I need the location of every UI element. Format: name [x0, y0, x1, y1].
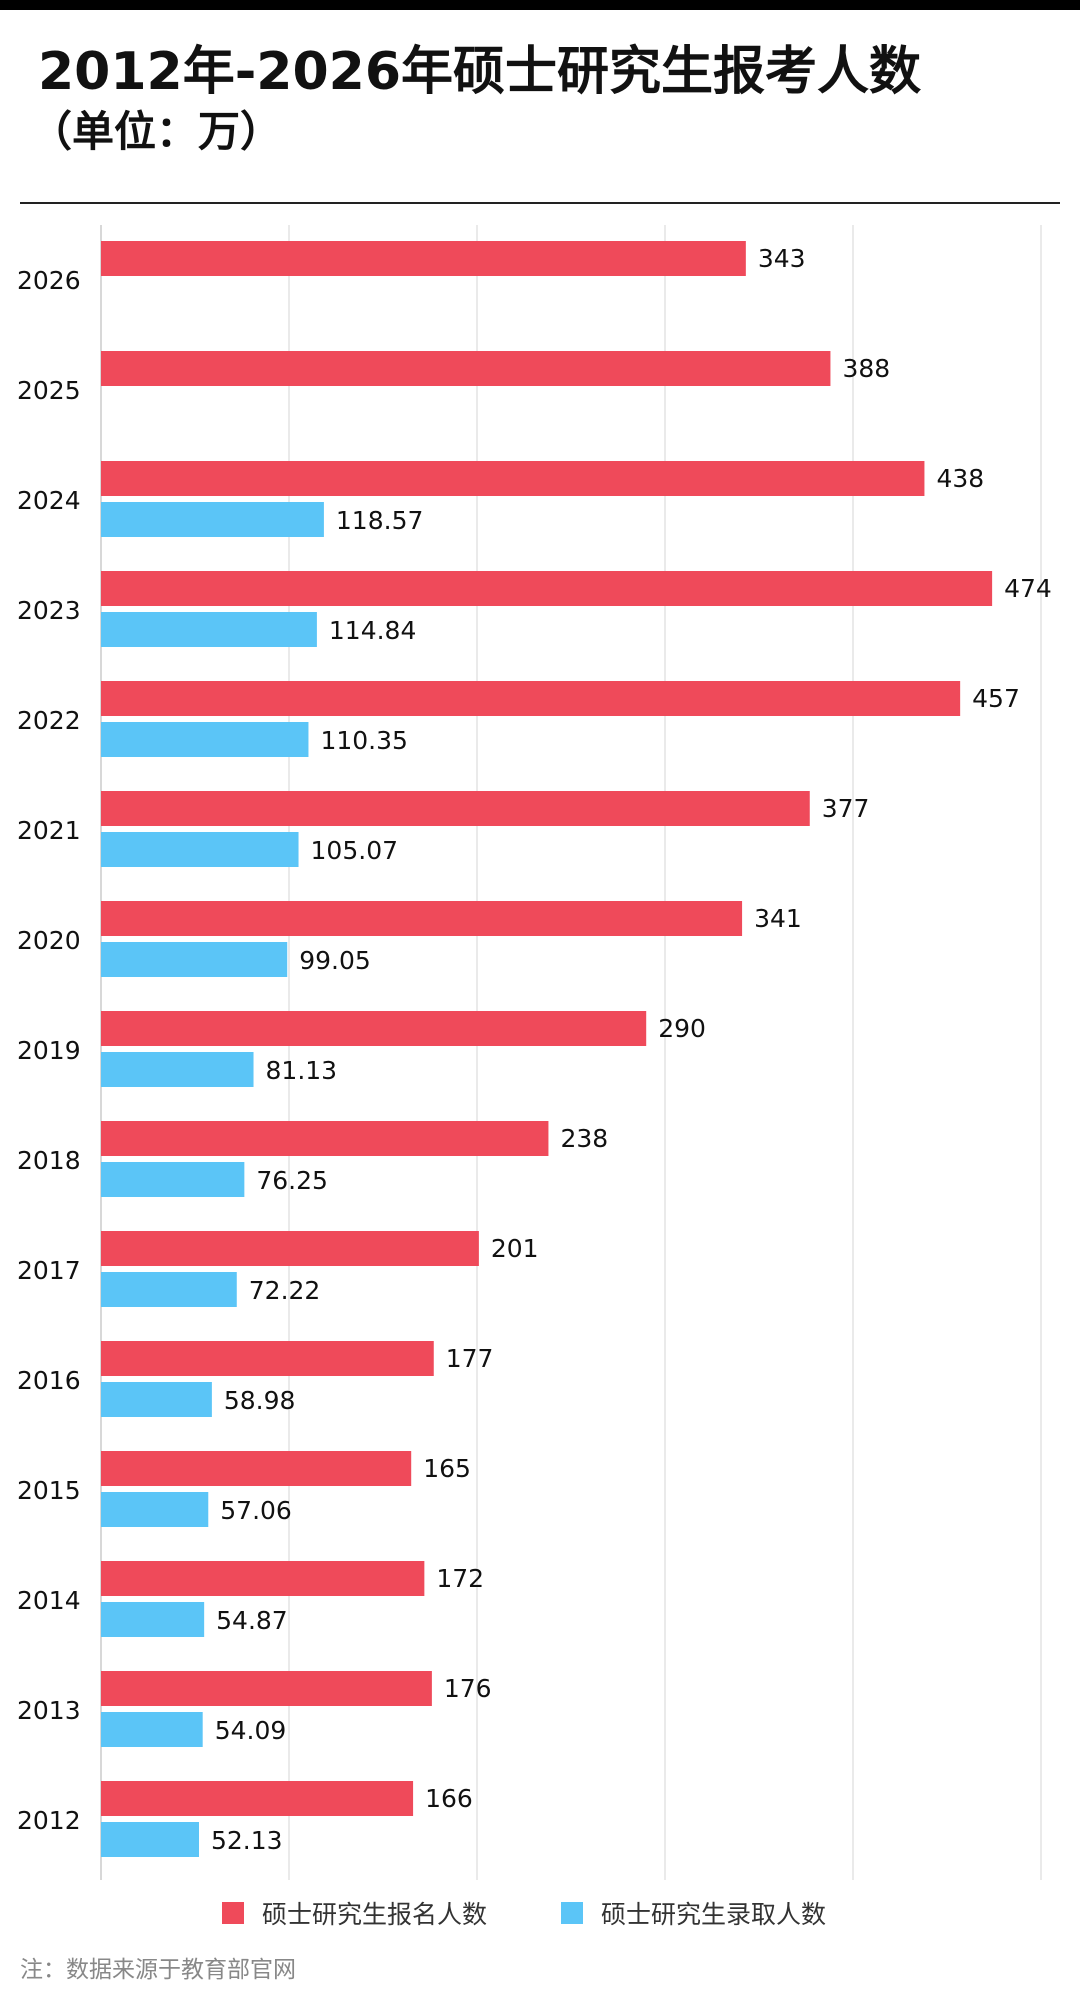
data-label-applicants: 172 [436, 1564, 484, 1593]
data-label-applicants: 438 [936, 464, 984, 493]
data-label-admitted: 58.98 [224, 1386, 296, 1415]
data-label-applicants: 290 [658, 1014, 706, 1043]
y-tick-label: 2019 [17, 1036, 81, 1065]
bar-applicants [101, 1561, 425, 1596]
y-tick-label: 2012 [17, 1806, 81, 1835]
data-label-applicants: 457 [972, 684, 1020, 713]
bar-admitted [101, 502, 324, 537]
chart-legend: 硕士研究生报名人数 硕士研究生录取人数 [222, 1895, 900, 1931]
chart-title: 2012年-2026年硕士研究生报考人数 [38, 42, 922, 102]
bar-applicants [101, 791, 810, 826]
data-label-applicants: 377 [822, 794, 870, 823]
y-tick-label: 2014 [17, 1586, 81, 1615]
bar-admitted [101, 832, 299, 867]
data-label-admitted: 105.07 [311, 836, 398, 865]
bar-applicants [101, 461, 925, 496]
bar-admitted [101, 1712, 203, 1747]
data-label-admitted: 57.06 [220, 1496, 292, 1525]
data-label-applicants: 388 [842, 354, 890, 383]
bar-applicants [101, 681, 961, 716]
data-label-applicants: 177 [446, 1344, 494, 1373]
legend-label-applicants: 硕士研究生报名人数 [262, 1900, 488, 1929]
data-label-applicants: 238 [560, 1124, 608, 1153]
data-source-note: 注：数据来源于教育部官网 [20, 1957, 296, 1983]
data-label-applicants: 165 [423, 1454, 471, 1483]
data-label-applicants: 341 [754, 904, 802, 933]
bar-admitted [101, 1382, 212, 1417]
legend-swatch-admitted [561, 1902, 584, 1924]
data-label-admitted: 54.09 [215, 1716, 287, 1745]
bar-applicants [101, 1671, 432, 1706]
y-tick-label: 2023 [17, 596, 81, 625]
bar-admitted [101, 1052, 254, 1087]
y-tick-label: 2015 [17, 1476, 81, 1505]
top-edge-strip [0, 0, 1080, 10]
bar-admitted [101, 1602, 205, 1637]
legend-item-admitted: 硕士研究生录取人数 [561, 1895, 826, 1931]
y-tick-label: 2025 [17, 376, 81, 405]
data-label-applicants: 166 [425, 1784, 473, 1813]
bar-applicants [101, 1781, 414, 1816]
y-tick-label: 2013 [17, 1696, 81, 1725]
data-label-applicants: 201 [491, 1234, 539, 1263]
bar-admitted [101, 1272, 237, 1307]
y-tick-label: 2018 [17, 1146, 81, 1175]
data-label-admitted: 72.22 [249, 1276, 321, 1305]
bar-applicants [101, 351, 831, 386]
data-label-admitted: 99.05 [299, 946, 371, 975]
data-label-applicants: 474 [1004, 574, 1052, 603]
data-label-admitted: 118.57 [336, 506, 423, 535]
y-tick-label: 2020 [17, 926, 81, 955]
data-label-applicants: 343 [758, 244, 806, 273]
bar-applicants [101, 1011, 647, 1046]
bar-admitted [101, 1162, 245, 1197]
legend-label-admitted: 硕士研究生录取人数 [601, 1900, 827, 1929]
y-tick-label: 2016 [17, 1366, 81, 1395]
data-label-admitted: 110.35 [320, 726, 407, 755]
bar-applicants [101, 1121, 549, 1156]
bar-admitted [101, 722, 309, 757]
data-label-admitted: 114.84 [329, 616, 416, 645]
data-label-admitted: 76.25 [256, 1166, 328, 1195]
bar-admitted [101, 1822, 200, 1857]
bar-applicants [101, 901, 743, 936]
data-label-admitted: 52.13 [211, 1826, 283, 1855]
chart-subtitle: （单位：万） [30, 107, 283, 156]
data-label-applicants: 176 [444, 1674, 492, 1703]
title-divider [20, 202, 1060, 204]
y-tick-label: 2017 [17, 1256, 81, 1285]
y-tick-label: 2026 [17, 266, 81, 295]
bar-applicants [101, 241, 746, 276]
bar-admitted [101, 1492, 209, 1527]
y-tick-label: 2021 [17, 816, 81, 845]
bar-applicants [101, 571, 993, 606]
data-label-admitted: 81.13 [266, 1056, 338, 1085]
y-tick-label: 2024 [17, 486, 81, 515]
legend-item-applicants: 硕士研究生报名人数 [222, 1895, 487, 1931]
bar-applicants [101, 1231, 479, 1266]
legend-swatch-applicants [222, 1902, 244, 1924]
data-label-admitted: 54.87 [216, 1606, 288, 1635]
bar-applicants [101, 1451, 412, 1486]
bar-admitted [101, 612, 317, 647]
y-tick-label: 2022 [17, 706, 81, 735]
bar-applicants [101, 1341, 434, 1376]
bar-admitted [101, 942, 288, 977]
